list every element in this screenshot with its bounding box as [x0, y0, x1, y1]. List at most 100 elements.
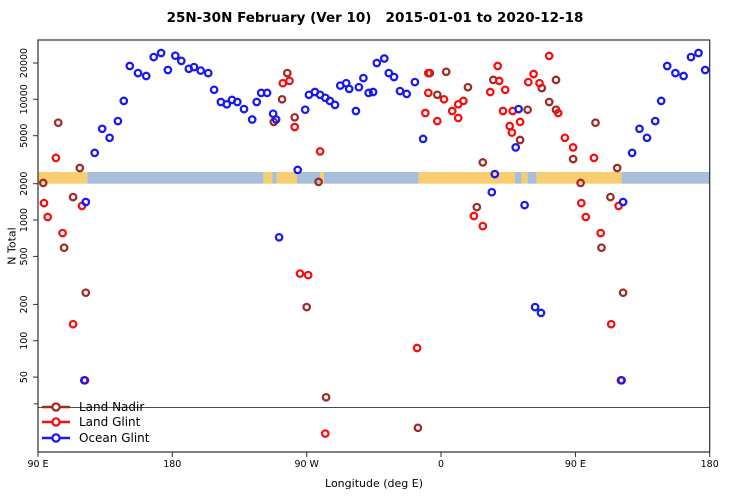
data-point [113, 116, 123, 126]
x-tick-label: 90 E [27, 459, 48, 470]
data-point [252, 97, 262, 107]
data-point [494, 76, 504, 86]
data-point [290, 112, 300, 122]
y-tick-label: 5000 [19, 124, 30, 148]
data-point [232, 97, 242, 107]
data-point [97, 124, 107, 134]
data-point [627, 148, 637, 158]
data-point [589, 153, 599, 163]
data-point [523, 77, 533, 87]
data-point [618, 288, 628, 298]
data-point [53, 118, 63, 128]
y-tick-label: 10000 [19, 84, 30, 114]
data-point [59, 243, 69, 253]
map-band-segment-land [521, 172, 528, 184]
data-point [520, 200, 529, 210]
data-point [278, 78, 288, 88]
data-point [671, 68, 680, 78]
data-point [413, 423, 423, 433]
x-tick-label: 90 E [565, 459, 586, 470]
data-point [535, 78, 544, 88]
data-point [469, 211, 479, 221]
series-land-nadir [38, 67, 628, 433]
data-point [418, 134, 428, 144]
data-point [321, 392, 331, 402]
data-point [642, 133, 652, 143]
data-point [262, 88, 272, 98]
data-point [315, 147, 325, 156]
data-point [300, 105, 310, 115]
data-point [364, 88, 373, 98]
data-point [459, 96, 468, 106]
legend-sample [42, 402, 70, 412]
map-band-segment-ocean [87, 172, 264, 184]
data-point [478, 158, 488, 167]
data-point [635, 124, 644, 134]
data-point [606, 319, 616, 329]
data-point [529, 69, 538, 79]
map-band-segment-land [38, 172, 88, 184]
y-tick-label: 50 [19, 371, 30, 383]
data-point [536, 308, 546, 318]
data-point [432, 90, 442, 100]
data-point [209, 85, 219, 95]
y-tick-label: 200 [19, 295, 30, 313]
data-point [368, 87, 378, 97]
data-point [170, 51, 180, 61]
data-point [247, 115, 257, 124]
data-point [544, 51, 554, 61]
map-band [38, 172, 710, 184]
data-point [441, 67, 451, 77]
data-point [423, 88, 433, 98]
data-point [553, 108, 563, 118]
data-point [43, 212, 53, 222]
data-point [493, 61, 503, 71]
map-band-segment-land [320, 172, 324, 184]
map-band-segment-ocean [323, 172, 419, 184]
y-tick-label: 500 [19, 247, 30, 265]
data-point [576, 198, 586, 208]
data-point [133, 68, 143, 78]
data-point [372, 58, 382, 68]
data-point [68, 192, 78, 202]
data-point [359, 73, 368, 83]
data-point [68, 319, 78, 329]
legend-item-land-nadir: Land Nadir [41, 399, 149, 415]
data-point [515, 117, 525, 127]
data-point [75, 163, 85, 173]
data-point [568, 143, 578, 152]
data-point [500, 85, 510, 95]
data-point [38, 178, 48, 188]
map-band-segment-ocean [514, 172, 522, 184]
legend: Land Nadir Land Glint Ocean Glint [41, 399, 149, 446]
data-point [81, 288, 91, 298]
data-point [156, 48, 166, 58]
map-band-segment-land [418, 172, 515, 184]
data-point [354, 82, 364, 92]
data-point [410, 77, 420, 87]
data-point [105, 133, 114, 143]
legend-label: Ocean Glint [79, 430, 150, 445]
data-point [119, 96, 129, 106]
data-point [58, 228, 67, 238]
y-tick-label: 100 [19, 332, 30, 350]
data-point [523, 105, 532, 115]
data-point [81, 197, 91, 207]
data-point [597, 243, 606, 253]
data-point [498, 106, 508, 116]
map-band-segment-land [276, 172, 297, 184]
legend-sample [42, 417, 70, 427]
data-point [125, 61, 135, 71]
legend-marker [51, 433, 61, 443]
data-point [344, 84, 354, 94]
data-point [560, 133, 570, 143]
data-point [591, 118, 600, 128]
data-point [163, 65, 173, 75]
data-point [686, 52, 696, 62]
x-axis: 90 E 180 90 W 0 90 E 180 [27, 452, 719, 470]
legend-item-land-glint: Land Glint [41, 415, 149, 431]
data-point [176, 56, 186, 66]
data-point [447, 106, 457, 116]
data-point [389, 72, 399, 82]
